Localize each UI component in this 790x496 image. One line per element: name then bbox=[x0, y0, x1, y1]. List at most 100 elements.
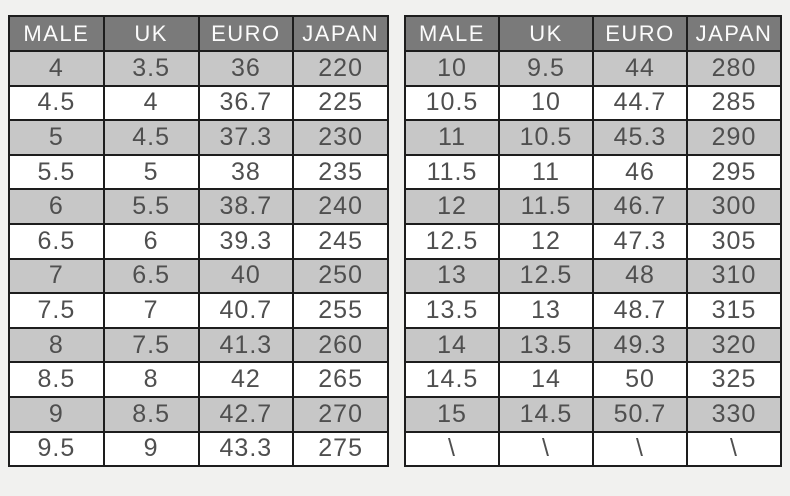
table-cell: 10.5 bbox=[404, 84, 500, 122]
table-cell: 295 bbox=[686, 153, 782, 191]
table-cell: 10.5 bbox=[498, 119, 594, 156]
table-cell: 4.5 bbox=[8, 84, 105, 122]
table-cell: 5.5 bbox=[8, 153, 105, 191]
column-header-euro: EURO bbox=[592, 15, 688, 52]
size-table-left-body: 4 3.5 36 220 4.5 4 36.7 225 5 4.5 37.3 230 5.5 5 38 235… bbox=[8, 50, 389, 468]
table-cell: 270 bbox=[292, 395, 389, 433]
table-cell: 13.5 bbox=[498, 326, 594, 364]
table-row: 7 6.5 40 250 bbox=[8, 257, 389, 295]
table-cell: 40 bbox=[197, 257, 295, 295]
table-cell: 48.7 bbox=[592, 292, 688, 329]
column-header-euro: EURO bbox=[197, 15, 295, 52]
table-cell: 7.5 bbox=[102, 326, 200, 364]
table-cell: 255 bbox=[292, 292, 389, 329]
table-cell: \ bbox=[592, 430, 688, 468]
table-cell: 315 bbox=[686, 292, 782, 329]
header-row: MALE UK EURO JAPAN bbox=[8, 15, 389, 52]
table-cell: 10 bbox=[498, 84, 594, 122]
table-cell: 250 bbox=[292, 257, 389, 295]
table-cell: 5 bbox=[8, 119, 105, 156]
table-cell: 9 bbox=[102, 430, 200, 468]
table-row: 4 3.5 36 220 bbox=[8, 50, 389, 87]
table-cell: 3.5 bbox=[102, 50, 200, 87]
column-header-male: MALE bbox=[8, 15, 105, 52]
table-cell: 37.3 bbox=[197, 119, 295, 156]
table-row: 8.5 8 42 265 bbox=[8, 361, 389, 398]
table-cell: 9 bbox=[8, 395, 105, 433]
table-cell: 42.7 bbox=[197, 395, 295, 433]
size-table-right: MALE UK EURO JAPAN 10 9.5 44 280 10.5 10 44.7 285 1… bbox=[404, 15, 782, 468]
table-cell: 44 bbox=[592, 50, 688, 87]
table-cell: 9.5 bbox=[8, 430, 105, 468]
table-row: 12 11.5 46.7 300 bbox=[404, 188, 782, 225]
table-cell: 11 bbox=[498, 153, 594, 191]
table-cell: 48 bbox=[592, 257, 688, 295]
table-cell: 10 bbox=[404, 50, 500, 87]
table-row: 15 14.5 50.7 330 bbox=[404, 395, 782, 433]
table-cell: 6 bbox=[8, 188, 105, 225]
table-cell: 8 bbox=[102, 361, 200, 398]
table-cell: 320 bbox=[686, 326, 782, 364]
table-cell: 7.5 bbox=[8, 292, 105, 329]
table-row: 10.5 10 44.7 285 bbox=[404, 84, 782, 122]
table-cell: 41.3 bbox=[197, 326, 295, 364]
size-table-right-header: MALE UK EURO JAPAN bbox=[404, 15, 782, 52]
table-cell: 44.7 bbox=[592, 84, 688, 122]
table-cell: 300 bbox=[686, 188, 782, 225]
table-cell: 13.5 bbox=[404, 292, 500, 329]
column-header-japan: JAPAN bbox=[292, 15, 389, 52]
table-row: 9.5 9 43.3 275 bbox=[8, 430, 389, 468]
table-cell: 310 bbox=[686, 257, 782, 295]
table-cell: 5.5 bbox=[102, 188, 200, 225]
table-cell: 8 bbox=[8, 326, 105, 364]
table-row: 13.5 13 48.7 315 bbox=[404, 292, 782, 329]
table-row: 10 9.5 44 280 bbox=[404, 50, 782, 87]
table-cell: 305 bbox=[686, 222, 782, 260]
table-cell: 12 bbox=[404, 188, 500, 225]
table-row: 4.5 4 36.7 225 bbox=[8, 84, 389, 122]
table-row: 11 10.5 45.3 290 bbox=[404, 119, 782, 156]
column-header-male: MALE bbox=[404, 15, 500, 52]
table-cell: 47.3 bbox=[592, 222, 688, 260]
table-cell: 12 bbox=[498, 222, 594, 260]
column-header-uk: UK bbox=[102, 15, 200, 52]
size-table-left-header: MALE UK EURO JAPAN bbox=[8, 15, 389, 52]
table-cell: 7 bbox=[8, 257, 105, 295]
table-row: 6.5 6 39.3 245 bbox=[8, 222, 389, 260]
table-row: 9 8.5 42.7 270 bbox=[8, 395, 389, 433]
table-cell: 4.5 bbox=[102, 119, 200, 156]
table-cell: 245 bbox=[292, 222, 389, 260]
table-row: 6 5.5 38.7 240 bbox=[8, 188, 389, 225]
table-row: 5.5 5 38 235 bbox=[8, 153, 389, 191]
table-cell: 14 bbox=[404, 326, 500, 364]
table-cell: 13 bbox=[404, 257, 500, 295]
table-row: \ \ \ \ bbox=[404, 430, 782, 468]
column-header-uk: UK bbox=[498, 15, 594, 52]
table-cell: 50.7 bbox=[592, 395, 688, 433]
table-row: 14 13.5 49.3 320 bbox=[404, 326, 782, 364]
table-row: 8 7.5 41.3 260 bbox=[8, 326, 389, 364]
table-row: 7.5 7 40.7 255 bbox=[8, 292, 389, 329]
table-cell: 285 bbox=[686, 84, 782, 122]
header-row: MALE UK EURO JAPAN bbox=[404, 15, 782, 52]
table-cell: 4 bbox=[102, 84, 200, 122]
table-cell: 45.3 bbox=[592, 119, 688, 156]
table-cell: 42 bbox=[197, 361, 295, 398]
table-row: 12.5 12 47.3 305 bbox=[404, 222, 782, 260]
table-row: 13 12.5 48 310 bbox=[404, 257, 782, 295]
table-row: 5 4.5 37.3 230 bbox=[8, 119, 389, 156]
size-table-left: MALE UK EURO JAPAN 4 3.5 36 220 4.5 4 36.7 225 5 4.5… bbox=[8, 15, 389, 468]
table-cell: 6.5 bbox=[8, 222, 105, 260]
table-cell: 265 bbox=[292, 361, 389, 398]
table-cell: 290 bbox=[686, 119, 782, 156]
table-cell: 225 bbox=[292, 84, 389, 122]
table-cell: 13 bbox=[498, 292, 594, 329]
size-table-right-body: 10 9.5 44 280 10.5 10 44.7 285 11 10.5 45.3 290 11.5… bbox=[404, 50, 782, 468]
table-cell: \ bbox=[404, 430, 500, 468]
table-cell: 260 bbox=[292, 326, 389, 364]
table-cell: 49.3 bbox=[592, 326, 688, 364]
table-cell: 11 bbox=[404, 119, 500, 156]
table-cell: 39.3 bbox=[197, 222, 295, 260]
table-cell: 14 bbox=[498, 361, 594, 398]
table-cell: 5 bbox=[102, 153, 200, 191]
